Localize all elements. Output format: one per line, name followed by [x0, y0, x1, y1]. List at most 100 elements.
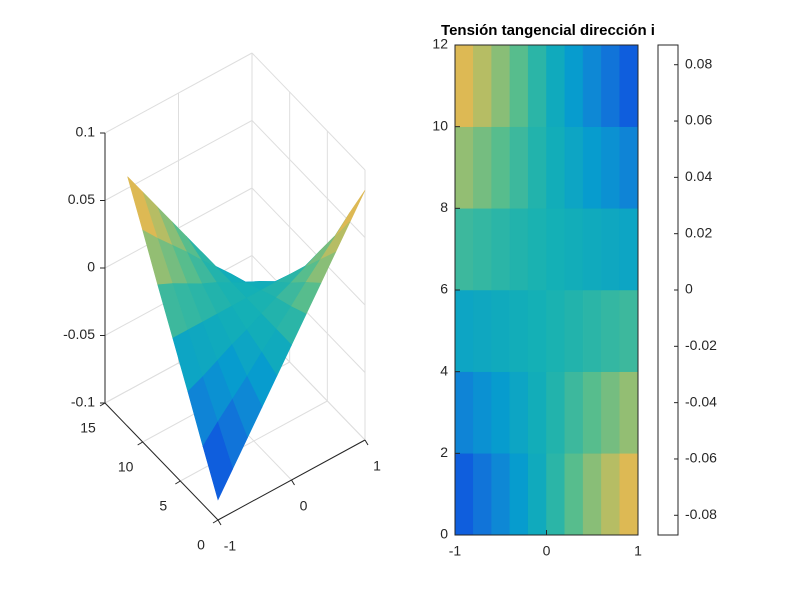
cell: [454, 453, 474, 536]
cell: [491, 126, 511, 209]
cell: [473, 44, 492, 127]
cell: [619, 126, 639, 209]
cell: [582, 453, 602, 536]
tick-mark: [175, 480, 181, 485]
cell: [527, 126, 547, 209]
colorbar-tick-label: -0.06: [685, 450, 717, 466]
cell: [619, 371, 639, 454]
cell: [546, 453, 566, 536]
surface-cell: [319, 220, 351, 261]
cell: [454, 208, 474, 291]
colorbar-tick-label: -0.04: [685, 393, 717, 409]
z-tick-label: -0.05: [63, 326, 95, 342]
cell: [491, 44, 511, 127]
colorbar-tick-label: -0.08: [685, 506, 717, 522]
colorbar-tick-label: 0.08: [685, 55, 712, 71]
x-tick-label: 0: [300, 498, 308, 514]
cell: [454, 126, 474, 209]
colorbar-tick-label: 0: [685, 281, 693, 297]
cell: [546, 208, 566, 291]
cell: [546, 371, 566, 454]
cell: [473, 289, 492, 372]
cell: [509, 453, 529, 536]
chart-title: Tensión tangencial dirección i: [441, 22, 655, 39]
cell: [564, 289, 584, 372]
grid-line: [251, 255, 366, 373]
y-tick-label: 4: [440, 362, 448, 378]
colorbar-tick-label: 0.06: [685, 112, 712, 128]
tick-mark: [217, 519, 222, 526]
cell: [491, 371, 511, 454]
cell: [564, 453, 584, 536]
cell: [491, 289, 511, 372]
z-tick-label: -0.1: [71, 394, 95, 410]
y-tick-label: 10: [118, 459, 134, 475]
surface-cell: [202, 421, 234, 501]
cell: [619, 208, 639, 291]
cell: [619, 44, 639, 127]
cell: [509, 44, 529, 127]
cell: [546, 126, 566, 209]
grid-line: [251, 187, 366, 306]
cell: [601, 289, 620, 372]
colorbar-tick-label: 0.04: [685, 168, 712, 184]
cell: [564, 126, 584, 209]
y-tick-label: 15: [80, 420, 96, 436]
z-tick-label: 0.1: [76, 124, 96, 140]
z-tick-label: 0: [87, 259, 95, 275]
cell: [527, 371, 547, 454]
cell: [582, 289, 602, 372]
cell: [509, 126, 529, 209]
cell: [473, 208, 492, 291]
cell: [491, 453, 511, 536]
y-tick-label: 10: [432, 117, 448, 133]
cell: [564, 208, 584, 291]
cell: [564, 371, 584, 454]
cell: [546, 44, 566, 127]
y-tick-label: 6: [440, 281, 448, 297]
x-tick-label: 1: [373, 458, 381, 474]
cell: [582, 208, 602, 291]
tick-mark: [137, 441, 143, 446]
cell: [454, 371, 474, 454]
cell: [473, 126, 492, 209]
cell: [527, 208, 547, 291]
cell: [527, 289, 547, 372]
cell: [454, 289, 474, 372]
cell: [509, 371, 529, 454]
surface-cell: [334, 190, 366, 237]
cell: [473, 453, 492, 536]
cell: [619, 453, 639, 536]
cell: [601, 453, 620, 536]
y-tick-label: 12: [432, 36, 448, 52]
y-tick-label: 2: [440, 444, 448, 460]
cell: [491, 208, 511, 291]
cell: [527, 453, 547, 536]
cell: [582, 371, 602, 454]
cell: [601, 371, 620, 454]
tick-mark: [364, 439, 369, 446]
x-tick-label: 1: [634, 543, 642, 559]
colorbar-tick-label: 0.02: [685, 224, 712, 240]
x-tick-label: -1: [224, 538, 237, 554]
cell: [473, 371, 492, 454]
cell: [564, 44, 584, 127]
y-tick-label: 8: [440, 199, 448, 215]
grid-line: [104, 120, 253, 201]
y-tick-label: 5: [159, 498, 167, 514]
tick-mark: [291, 479, 295, 486]
cell: [582, 126, 602, 209]
colorbar-tick-label: -0.02: [685, 337, 717, 353]
cell: [509, 289, 529, 372]
grid-line: [180, 400, 328, 482]
y-axis: [104, 402, 219, 521]
x-tick-label: -1: [449, 543, 462, 559]
cell: [527, 44, 547, 127]
cell: [601, 208, 620, 291]
cell: [601, 126, 620, 209]
grid-line: [251, 52, 366, 171]
cell: [509, 208, 529, 291]
cell: [546, 289, 566, 372]
